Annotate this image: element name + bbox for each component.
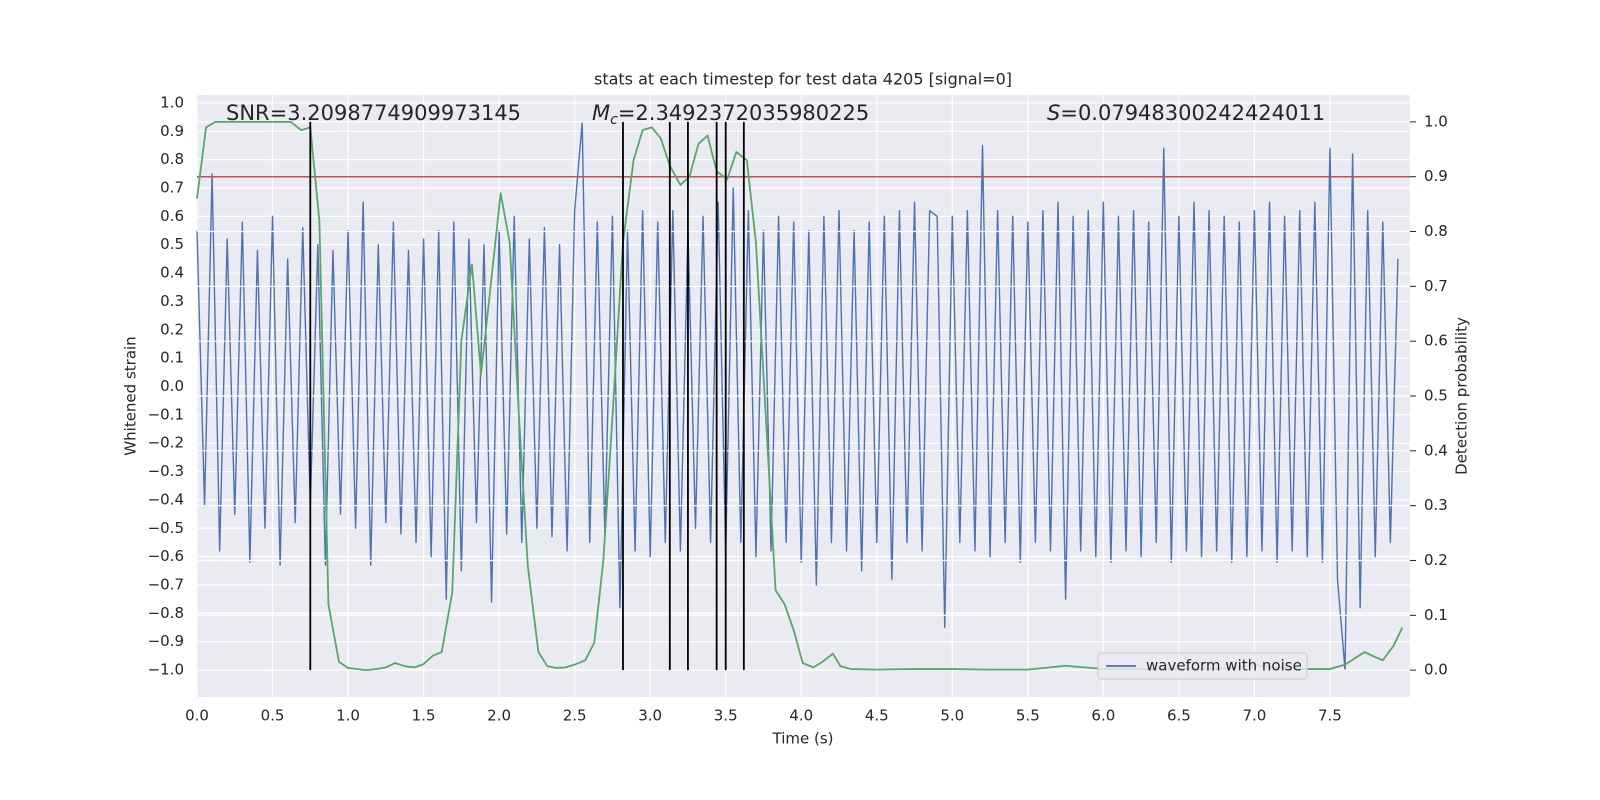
x-tick-label: 5.0 [940,707,964,725]
y-tick-label: −0.4 [148,490,184,508]
y-tick-label: −0.2 [148,434,184,452]
x-tick-label: 0.5 [261,707,285,725]
y2-tick-label: 0.4 [1424,441,1448,459]
x-tick-label: 3.0 [638,707,662,725]
x-tick-label: 1.5 [412,707,436,725]
y2-tick-label: 0.2 [1424,551,1448,569]
y-tick-label: −0.6 [148,547,184,565]
y2-tick-label: 0.5 [1424,387,1448,405]
x-tick-label: 4.5 [865,707,889,725]
legend-box [1097,652,1308,680]
x-tick-label: 7.5 [1318,707,1342,725]
annotation-symbol: M [592,101,610,125]
annotation: Mc=2.3492372035980225 [592,101,869,128]
y2-tick-label: 0.1 [1424,606,1448,624]
x-tick-label: 2.0 [487,707,511,725]
y-tick-label: 0.3 [160,292,184,310]
y-tick-label: 0.1 [160,349,184,367]
probability-line [196,120,1404,672]
y2-tick-label: 0.8 [1424,222,1448,240]
y-tick-label: 0.6 [160,207,184,225]
x-tick-label: 6.0 [1091,707,1115,725]
x-axis-label: Time (s) [772,730,834,748]
y-tick-label: 0.4 [160,264,184,282]
y-tick-label: 0.2 [160,320,184,338]
annotation-text: =2.3492372035980225 [618,101,869,125]
y-tick-label: −0.7 [148,575,184,593]
x-tick-label: 2.5 [563,707,587,725]
annotation-text: =0.07948300242424011 [1060,101,1325,125]
y-tick-label: 0.5 [160,235,184,253]
y2-tick-label: 0.0 [1424,661,1448,679]
y-axis-label: Whitened strain [122,336,140,455]
data-layer [196,122,1399,671]
y-tick-label: −0.3 [148,462,184,480]
y2-tick-label: 0.9 [1424,167,1448,185]
x-tick-label: 0.0 [185,707,209,725]
legend-label: waveform with noise [1146,657,1302,675]
y2-tick-label: 0.6 [1424,332,1448,350]
over-layer [196,120,1410,672]
x-tick-label: 6.5 [1167,707,1191,725]
y-tick-label: −1.0 [148,661,184,679]
y-tick-label: −0.5 [148,519,184,537]
waveform-line [196,122,1399,671]
y2-axis-label: Detection probability [1453,317,1471,475]
y-tick-label: 1.0 [160,93,184,111]
y-tick-label: 0.8 [160,150,184,168]
y-tick-label: −0.9 [148,632,184,650]
y-tick-label: 0.0 [160,377,184,395]
x-tick-label: 7.0 [1242,707,1266,725]
y2-tick-label: 0.7 [1424,277,1448,295]
annotation-subscript: c [610,112,618,128]
annotation: S=0.07948300242424011 [1047,101,1325,125]
legend: waveform with noise [1097,652,1308,680]
y-tick-label: 0.9 [160,122,184,140]
y-tick-label: −0.8 [148,604,184,622]
annotation-text: SNR=3.2098774909973145 [226,101,521,125]
y-tick-label: −0.1 [148,405,184,423]
x-tick-label: 3.5 [714,707,738,725]
annotation-symbol: S [1047,101,1060,125]
y2-tick-label: 1.0 [1424,112,1448,130]
x-tick-label: 4.0 [789,707,813,725]
annotation: SNR=3.2098774909973145 [226,101,521,125]
y2-tick-label: 0.3 [1424,496,1448,514]
x-tick-label: 1.0 [336,707,360,725]
chart-title: stats at each timestep for test data 420… [594,70,1012,89]
x-tick-label: 5.5 [1016,707,1040,725]
y-tick-label: 0.7 [160,179,184,197]
